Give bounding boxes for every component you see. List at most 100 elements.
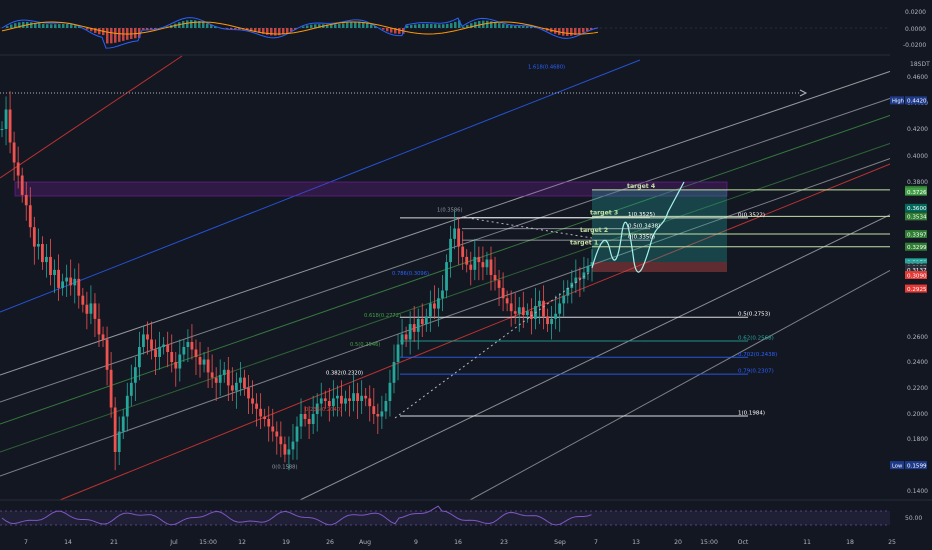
channel-line: [299, 209, 901, 501]
channel-fib-label: 1.618(0.4680): [528, 65, 565, 71]
rsi-line: [1, 505, 592, 526]
candle: [206, 347, 210, 388]
candle: [404, 326, 408, 347]
time-axis[interactable]: 7 14 21 Jul 15:00 12 19 26 Aug 9 16 23 Sep 7 13 20 15:00…: [24, 539, 896, 546]
channel-fib-label: 0.786(0.3096): [392, 271, 429, 277]
candle: [243, 369, 246, 396]
time-tick: Jul: [169, 539, 178, 546]
candle: [331, 380, 335, 417]
fib-extension-label: 1(0.3525): [628, 212, 655, 218]
candle: [259, 393, 263, 429]
candle: [271, 408, 275, 442]
candle: [319, 382, 323, 417]
candle: [360, 380, 364, 414]
candle: [275, 421, 279, 455]
candle: [432, 285, 436, 319]
candle: [477, 246, 481, 281]
price-badge: 0.3534: [905, 212, 927, 221]
target-lines: [592, 189, 890, 248]
candle: [396, 334, 400, 381]
stop-zone: [592, 262, 727, 272]
candle: [582, 256, 586, 292]
candle: [513, 293, 517, 325]
candle: [218, 359, 222, 396]
candle: [146, 321, 149, 355]
candle: [562, 280, 566, 317]
candle: [538, 290, 541, 325]
time-tick: 11: [803, 539, 811, 546]
candle: [158, 331, 162, 370]
time-tick: 12: [238, 539, 246, 546]
price-badge: 0.3090: [905, 271, 927, 279]
candle: [49, 238, 52, 286]
fib-level-label: 0.79(0.2307): [738, 369, 774, 375]
candle: [170, 334, 174, 373]
fib-level-label: 0.62(0.2568): [738, 336, 774, 342]
price-axis[interactable]: 0.46000.44000.42000.40000.38000.26000.24…: [890, 55, 932, 500]
candle: [247, 375, 250, 414]
candle: [554, 295, 558, 330]
candle: [20, 167, 24, 203]
fib-retracement: [400, 217, 748, 417]
candle: [73, 268, 77, 304]
candle: [392, 344, 396, 394]
rsi-pane[interactable]: 50.00: [0, 499, 932, 526]
candle: [489, 246, 493, 291]
channel-fib-label: 0.5(0.2546): [350, 342, 380, 348]
svg-text:0.3600: 0.3600: [907, 206, 927, 212]
candle: [105, 326, 109, 386]
candle: [428, 290, 432, 332]
svg-text:0.1599: 0.1599: [907, 463, 927, 469]
time-tick: 18: [846, 539, 854, 546]
candle: [295, 416, 299, 460]
channel-line: [0, 55, 183, 179]
price-badge: 0.2925: [905, 284, 927, 293]
channel-fib-label: 0.618(0.2772): [364, 313, 401, 319]
time-tick: 20: [674, 539, 682, 546]
resistance-zone: [14, 181, 728, 197]
candle: [348, 385, 351, 417]
price-badge: 0.3299: [905, 242, 927, 251]
candle: [546, 308, 549, 332]
target-label: target 1: [570, 240, 598, 247]
time-tick: Sep: [554, 539, 566, 546]
price-tick: 0.4600: [907, 74, 928, 81]
candle: [437, 287, 440, 327]
high-arrow-icon: [799, 89, 808, 97]
candle: [174, 352, 178, 387]
candle: [441, 275, 444, 312]
candle: [287, 436, 291, 471]
price-badge: 0.3726: [905, 187, 927, 196]
svg-text:0.3397: 0.3397: [907, 232, 927, 238]
trend-dotted-2: [461, 216, 593, 239]
candle: [41, 236, 44, 270]
candle: [517, 296, 521, 332]
channel-fib-label: 1(0.3586): [437, 208, 463, 214]
candle: [81, 287, 85, 313]
candle: [117, 416, 121, 465]
macd-pane[interactable]: 0.0200 0.0000 -0.0200: [0, 9, 926, 56]
svg-text:0.4420: 0.4420: [907, 99, 927, 105]
candle: [344, 390, 347, 412]
projected-path: [591, 181, 685, 273]
candle: [166, 331, 170, 368]
candle: [150, 321, 153, 360]
candle: [372, 388, 376, 424]
channel-line: [469, 264, 901, 501]
channel-line: [0, 139, 901, 453]
candle: [234, 372, 238, 409]
candle: [53, 259, 56, 294]
candle: [137, 331, 141, 381]
svg-text:0.3299: 0.3299: [907, 245, 927, 251]
candle: [16, 146, 20, 189]
candle: [457, 218, 461, 265]
candle: [36, 228, 40, 260]
macd-tick-0: 0.0200: [905, 9, 926, 16]
fib-level-label: 0.5(0.2753): [738, 312, 770, 318]
price-pane[interactable]: 0(0.3522) 0.5(0.2753) 0.62(0.2568) 0.702(0.…: [0, 55, 932, 501]
candle: [574, 259, 578, 294]
candlestick-series: [0, 91, 594, 471]
candle: [497, 269, 501, 306]
